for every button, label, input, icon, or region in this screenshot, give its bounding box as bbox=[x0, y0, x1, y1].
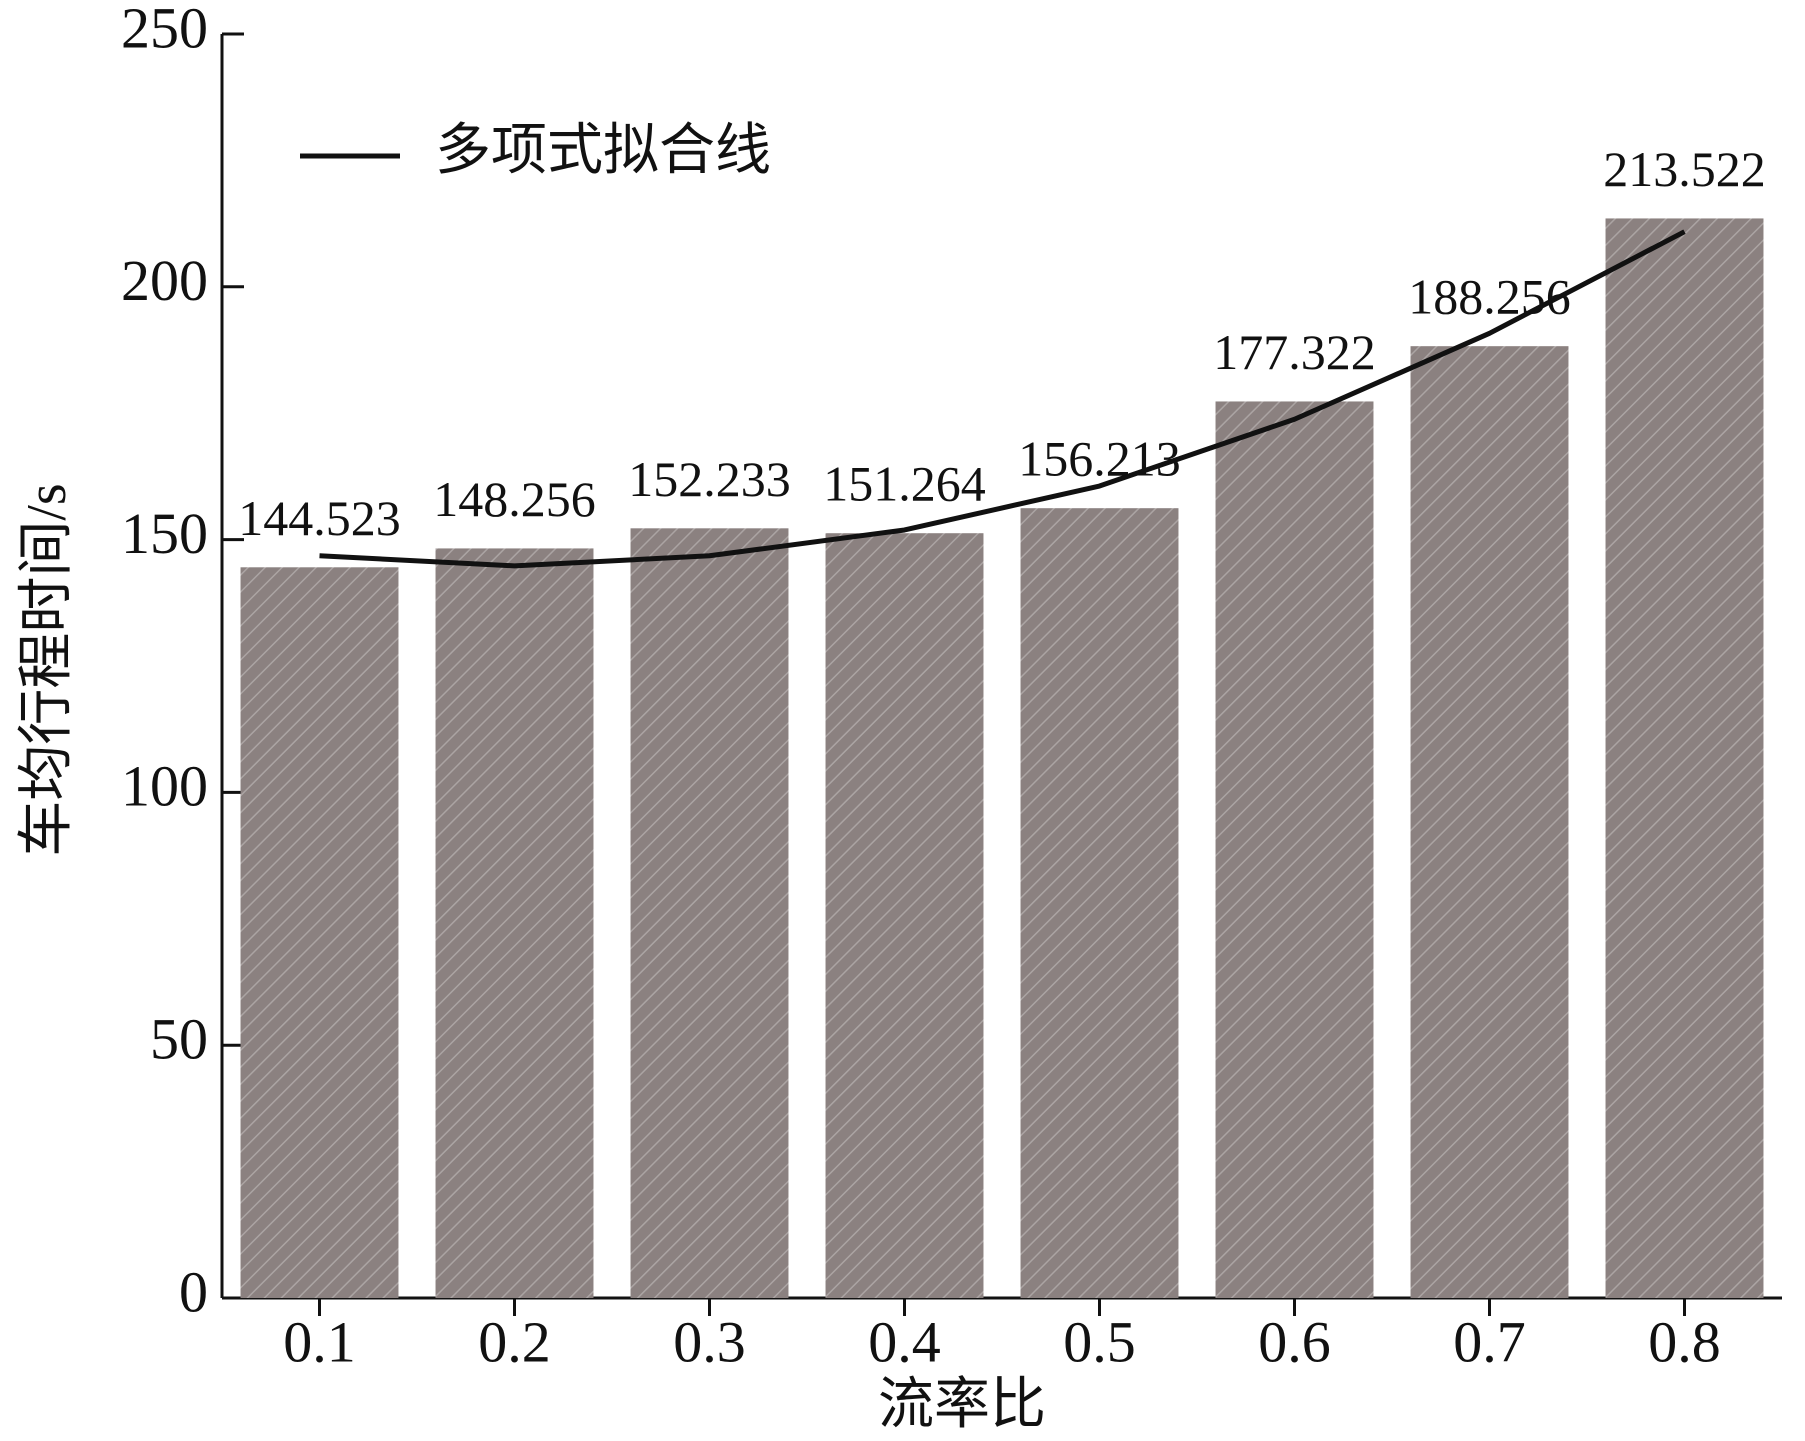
data-label: 152.233 bbox=[628, 451, 791, 507]
data-label: 156.213 bbox=[1018, 431, 1181, 487]
y-tick-label: 200 bbox=[121, 248, 208, 313]
y-tick-label: 0 bbox=[179, 1259, 208, 1324]
legend-label: 多项式拟合线 bbox=[435, 120, 771, 182]
x-tick-label: 0.7 bbox=[1453, 1309, 1526, 1374]
data-label: 148.256 bbox=[433, 471, 596, 527]
data-label: 151.264 bbox=[823, 456, 986, 512]
x-tick-label: 0.5 bbox=[1063, 1309, 1136, 1374]
x-tick-label: 0.3 bbox=[673, 1309, 746, 1374]
bar bbox=[825, 533, 984, 1298]
data-label: 188.256 bbox=[1408, 269, 1571, 325]
x-tick-label: 0.8 bbox=[1648, 1309, 1721, 1374]
y-tick-label: 150 bbox=[121, 501, 208, 566]
y-axis-title: 车均行程时间/s bbox=[16, 483, 78, 856]
bar bbox=[240, 567, 399, 1298]
y-tick-label: 100 bbox=[121, 754, 208, 819]
y-tick-label: 50 bbox=[150, 1007, 208, 1072]
x-tick-label: 0.6 bbox=[1258, 1309, 1331, 1374]
bar bbox=[1215, 401, 1374, 1298]
data-label: 213.522 bbox=[1603, 141, 1766, 197]
x-tick-label: 0.1 bbox=[283, 1309, 356, 1374]
bar bbox=[1020, 508, 1179, 1298]
x-tick-label: 0.2 bbox=[478, 1309, 551, 1374]
bar bbox=[630, 528, 789, 1298]
fit-line bbox=[319, 229, 1686, 569]
x-tick-label: 0.4 bbox=[868, 1309, 941, 1374]
bar bbox=[435, 548, 594, 1298]
y-tick-label: 250 bbox=[121, 0, 208, 60]
data-label: 144.523 bbox=[238, 490, 401, 546]
x-axis-title: 流率比 bbox=[878, 1374, 1046, 1436]
data-label: 177.322 bbox=[1213, 324, 1376, 380]
bar bbox=[1410, 346, 1569, 1298]
bar bbox=[1605, 218, 1764, 1299]
